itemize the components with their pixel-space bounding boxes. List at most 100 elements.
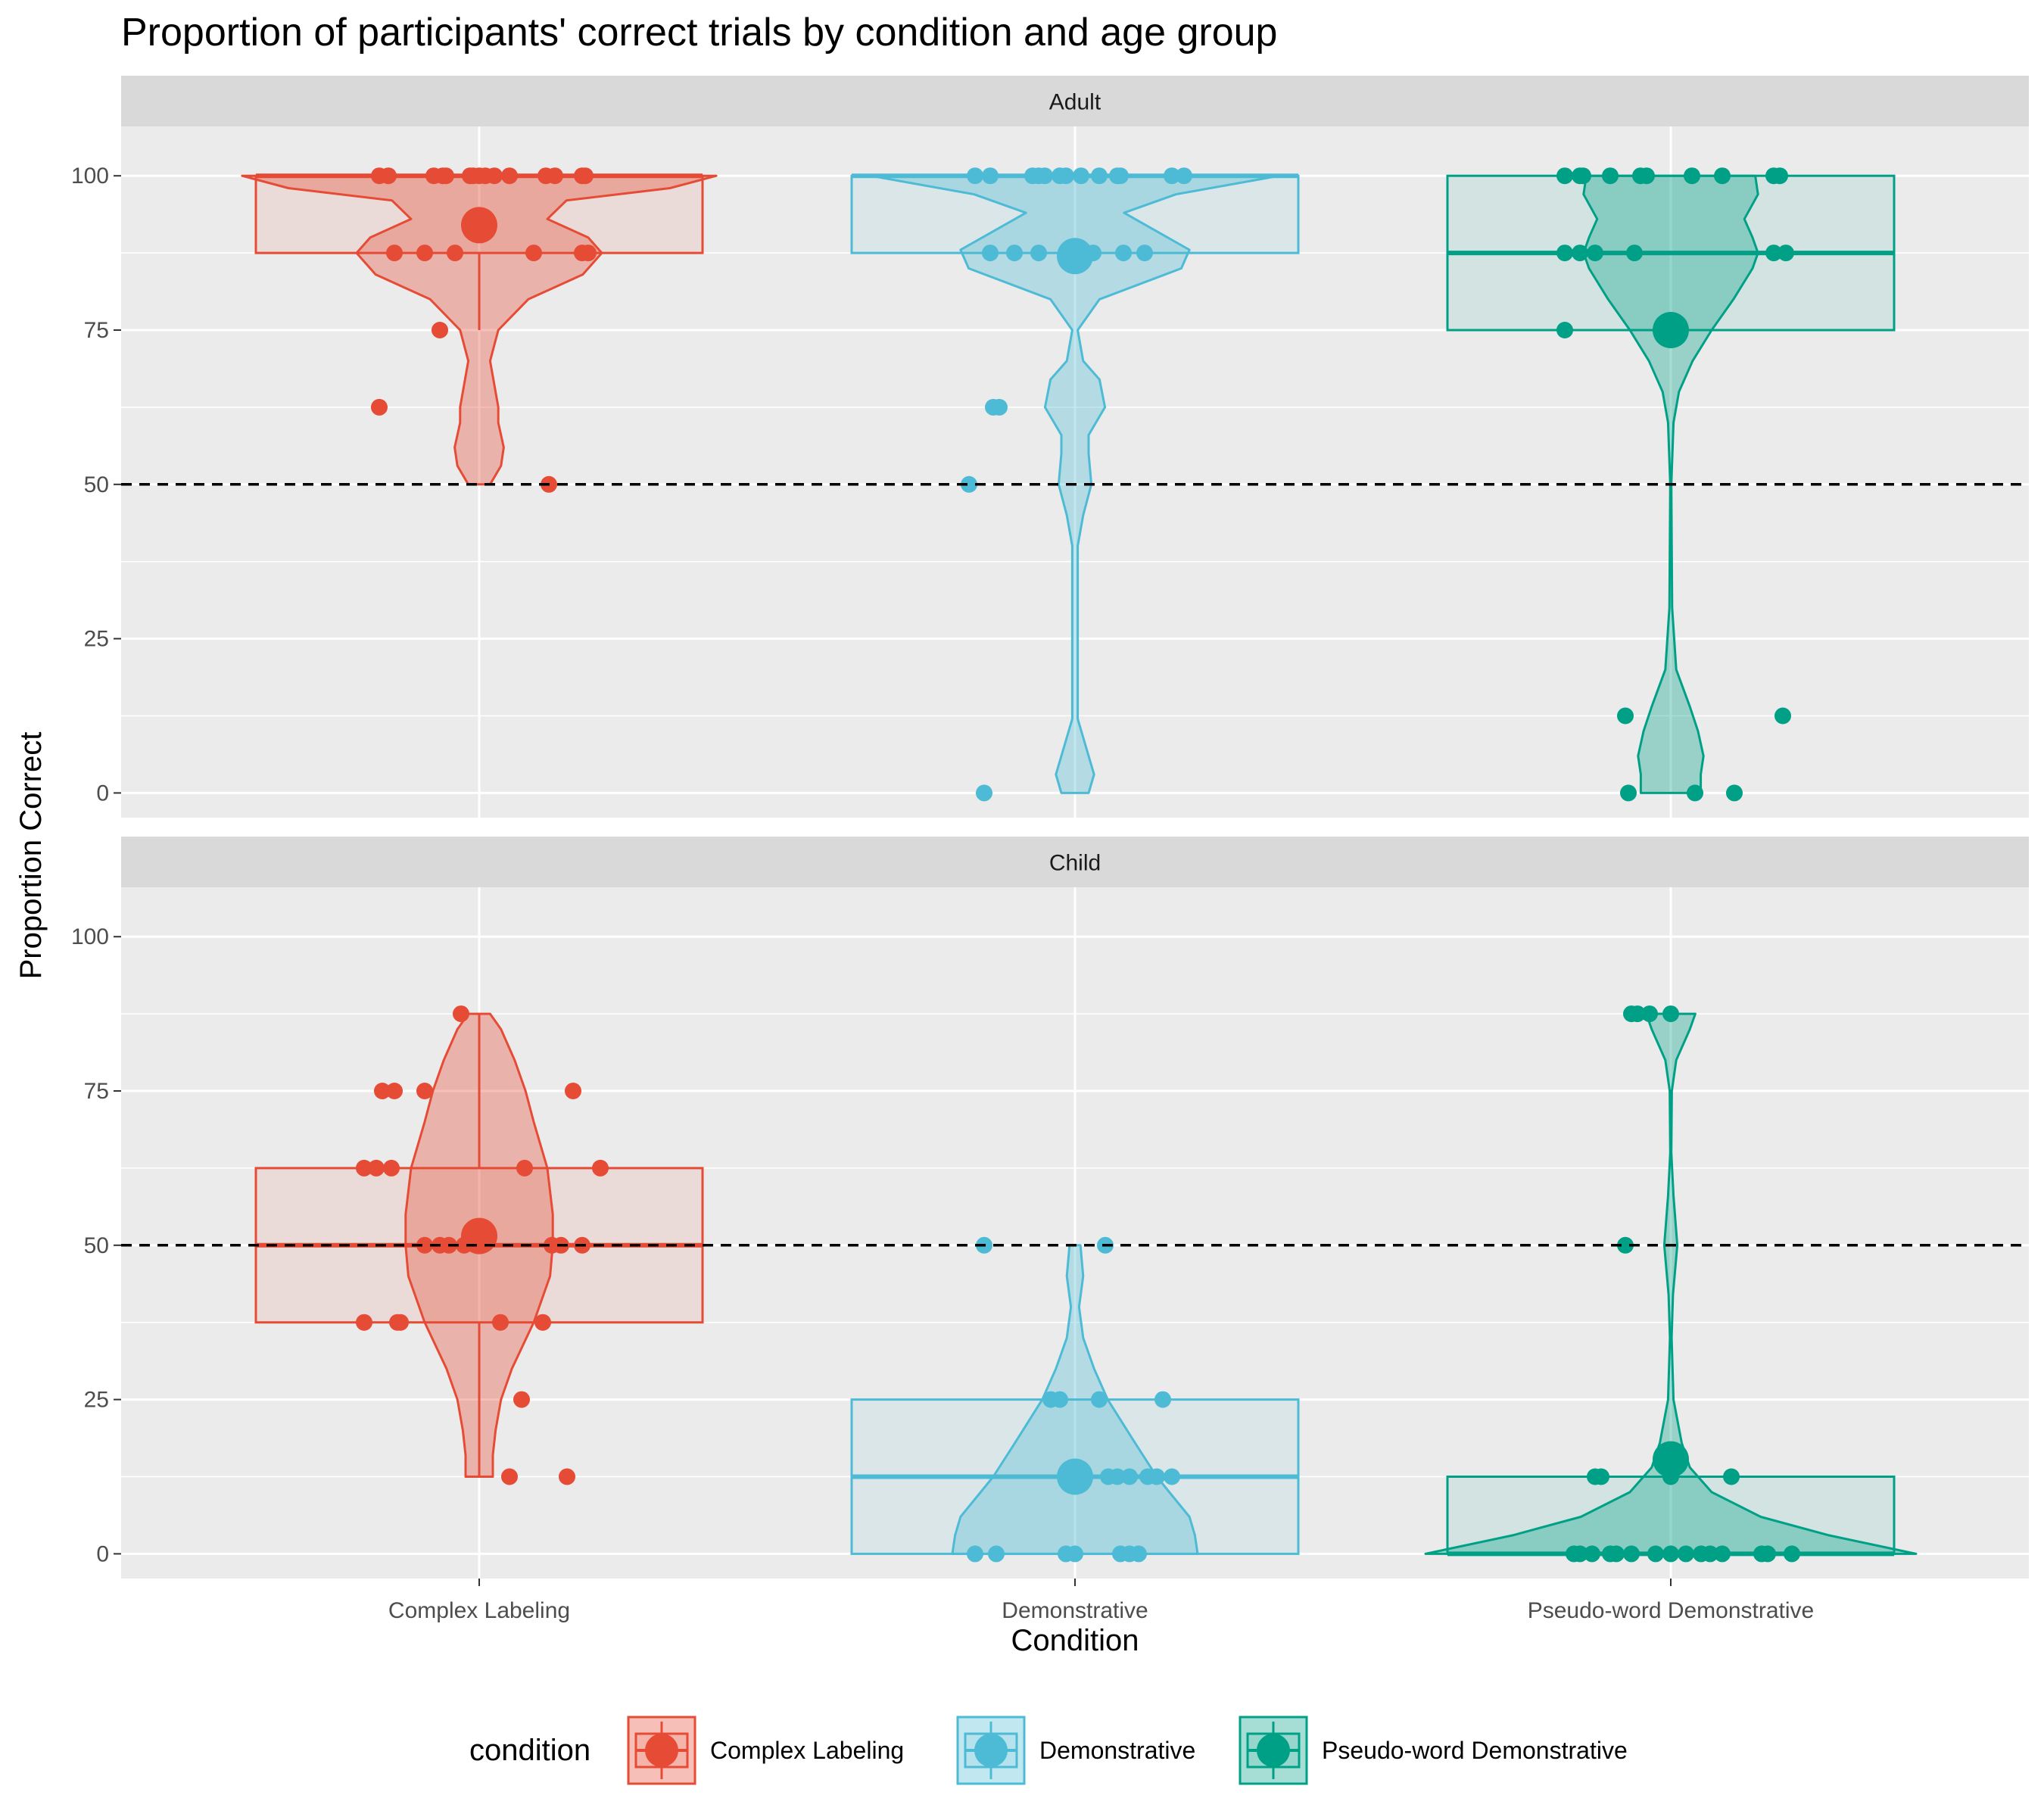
data-point	[1572, 245, 1588, 262]
y-tick-label: 25	[84, 627, 109, 652]
group-complex-labeling	[241, 167, 718, 493]
y-tick-label: 50	[84, 1233, 109, 1258]
data-point	[416, 1236, 433, 1254]
data-point	[1006, 245, 1023, 262]
data-point	[1662, 1545, 1679, 1563]
y-tick-label: 75	[84, 1079, 109, 1104]
panels-layer: Adult 0 25 50 75 100 Child 0 25 50 75 100	[71, 76, 2029, 1579]
x-tick-label: Demonstrative	[1002, 1598, 1148, 1623]
data-point	[1112, 167, 1129, 185]
y-tick-label: 50	[84, 472, 109, 497]
data-point	[392, 1314, 409, 1331]
data-point	[961, 475, 977, 493]
data-point	[534, 1314, 551, 1331]
mean-point	[461, 207, 497, 244]
data-point	[416, 1083, 433, 1099]
panel-child: Child 0 25 50 75 100	[71, 837, 2029, 1579]
legend-item: Demonstrative	[956, 1716, 1195, 1785]
data-point	[1556, 245, 1573, 262]
data-point	[486, 167, 503, 185]
data-point	[1702, 1545, 1718, 1563]
data-point	[501, 167, 518, 185]
data-point	[1778, 245, 1794, 262]
data-point	[1602, 167, 1619, 185]
data-point	[1608, 1545, 1625, 1563]
data-point	[1593, 1468, 1609, 1485]
data-point	[1629, 1005, 1646, 1023]
data-point	[371, 398, 388, 416]
data-point	[1121, 1468, 1138, 1485]
data-point	[1164, 167, 1180, 185]
y-axis-title: Proportion Correct	[14, 732, 48, 980]
data-point	[1058, 167, 1074, 185]
data-point	[1154, 1391, 1171, 1408]
data-point	[1723, 1468, 1740, 1485]
panel-adult: Adult 0 25 50 75 100	[71, 76, 2029, 818]
facet-strip	[121, 837, 2029, 887]
data-point	[1136, 245, 1153, 262]
data-point	[1726, 784, 1743, 802]
y-tick-label: 0	[96, 1541, 109, 1566]
data-point	[1714, 167, 1731, 185]
data-point	[513, 1391, 530, 1408]
data-point	[577, 167, 594, 185]
legend-item: Pseudo-word Demonstrative	[1239, 1716, 1628, 1785]
data-point	[559, 1468, 575, 1485]
group-demonstrative	[850, 1236, 1300, 1563]
data-point	[356, 1159, 372, 1177]
data-point	[1584, 1545, 1600, 1563]
data-point	[1130, 1545, 1147, 1563]
data-point	[1052, 1391, 1068, 1408]
data-point	[386, 245, 403, 262]
data-point	[1587, 245, 1603, 262]
data-point	[1765, 245, 1782, 262]
x-axis-title: Condition	[1011, 1624, 1139, 1657]
data-point	[1575, 167, 1591, 185]
data-point	[592, 1159, 609, 1177]
data-point	[501, 1468, 518, 1485]
data-point	[386, 1083, 403, 1099]
data-point	[453, 1005, 469, 1023]
data-point	[1148, 1468, 1165, 1485]
legend-key-point	[645, 1734, 678, 1767]
data-point	[988, 1545, 1005, 1563]
data-point	[368, 1159, 385, 1177]
data-point	[447, 245, 463, 262]
data-point	[1641, 1005, 1658, 1023]
data-point	[1620, 784, 1637, 802]
mean-point	[1653, 1441, 1689, 1478]
data-point	[967, 167, 983, 185]
data-point	[1030, 245, 1047, 262]
data-point	[1109, 1468, 1126, 1485]
y-tick-label: 0	[96, 781, 109, 806]
legend: condition Complex Labeling Demonstrative P…	[469, 1716, 1628, 1785]
legend-key-point	[1257, 1734, 1290, 1767]
data-point	[416, 245, 433, 262]
data-point	[492, 1314, 509, 1331]
data-point	[356, 1314, 372, 1331]
y-tick-label: 100	[71, 164, 109, 189]
data-point	[374, 1083, 391, 1099]
data-point	[516, 1159, 533, 1177]
data-point	[1067, 1545, 1083, 1563]
violin	[241, 174, 718, 486]
data-point	[380, 167, 397, 185]
data-point	[547, 167, 563, 185]
group-pseudo-word-demonstrative	[1424, 1005, 1918, 1563]
data-point	[1556, 322, 1573, 338]
y-tick-label: 25	[84, 1388, 109, 1413]
data-point	[1617, 1236, 1634, 1254]
data-point	[1164, 1468, 1180, 1485]
data-point	[1556, 167, 1573, 185]
legend-label: Complex Labeling	[710, 1737, 904, 1764]
facet-label: Adult	[1049, 90, 1101, 115]
data-point	[565, 1083, 581, 1099]
data-point	[1714, 1545, 1731, 1563]
data-point	[1684, 167, 1700, 185]
data-point	[432, 322, 448, 338]
legend-key-point	[974, 1734, 1008, 1767]
data-point	[1638, 167, 1655, 185]
y-tick-label: 75	[84, 318, 109, 343]
data-point	[1623, 1545, 1640, 1563]
